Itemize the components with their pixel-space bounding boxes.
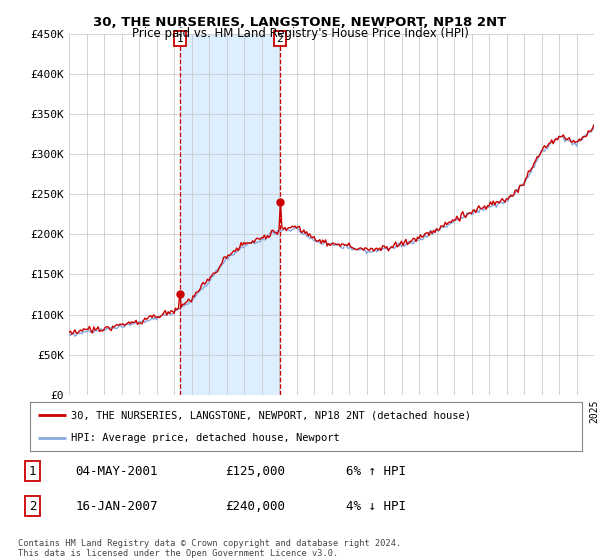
Bar [180,34,280,395]
Text: 30, THE NURSERIES, LANGSTONE, NEWPORT, NP18 2NT (detached house): 30, THE NURSERIES, LANGSTONE, NEWPORT, N… [71,410,472,421]
Text: 04-MAY-2001: 04-MAY-2001 [76,465,158,478]
Text: £240,000: £240,000 [226,500,286,512]
Text: 1: 1 [176,34,184,44]
Text: £125,000: £125,000 [226,465,286,478]
Text: 2: 2 [277,34,283,44]
Text: Price paid vs. HM Land Registry's House Price Index (HPI): Price paid vs. HM Land Registry's House … [131,27,469,40]
Text: 4% ↓ HPI: 4% ↓ HPI [346,500,406,512]
Text: Contains HM Land Registry data © Crown copyright and database right 2024.
This d: Contains HM Land Registry data © Crown c… [18,539,401,558]
Text: 30, THE NURSERIES, LANGSTONE, NEWPORT, NP18 2NT: 30, THE NURSERIES, LANGSTONE, NEWPORT, N… [94,16,506,29]
Text: 16-JAN-2007: 16-JAN-2007 [76,500,158,512]
Text: 1: 1 [29,465,36,478]
Text: 2: 2 [29,500,36,512]
Text: HPI: Average price, detached house, Newport: HPI: Average price, detached house, Newp… [71,433,340,444]
Text: 6% ↑ HPI: 6% ↑ HPI [346,465,406,478]
